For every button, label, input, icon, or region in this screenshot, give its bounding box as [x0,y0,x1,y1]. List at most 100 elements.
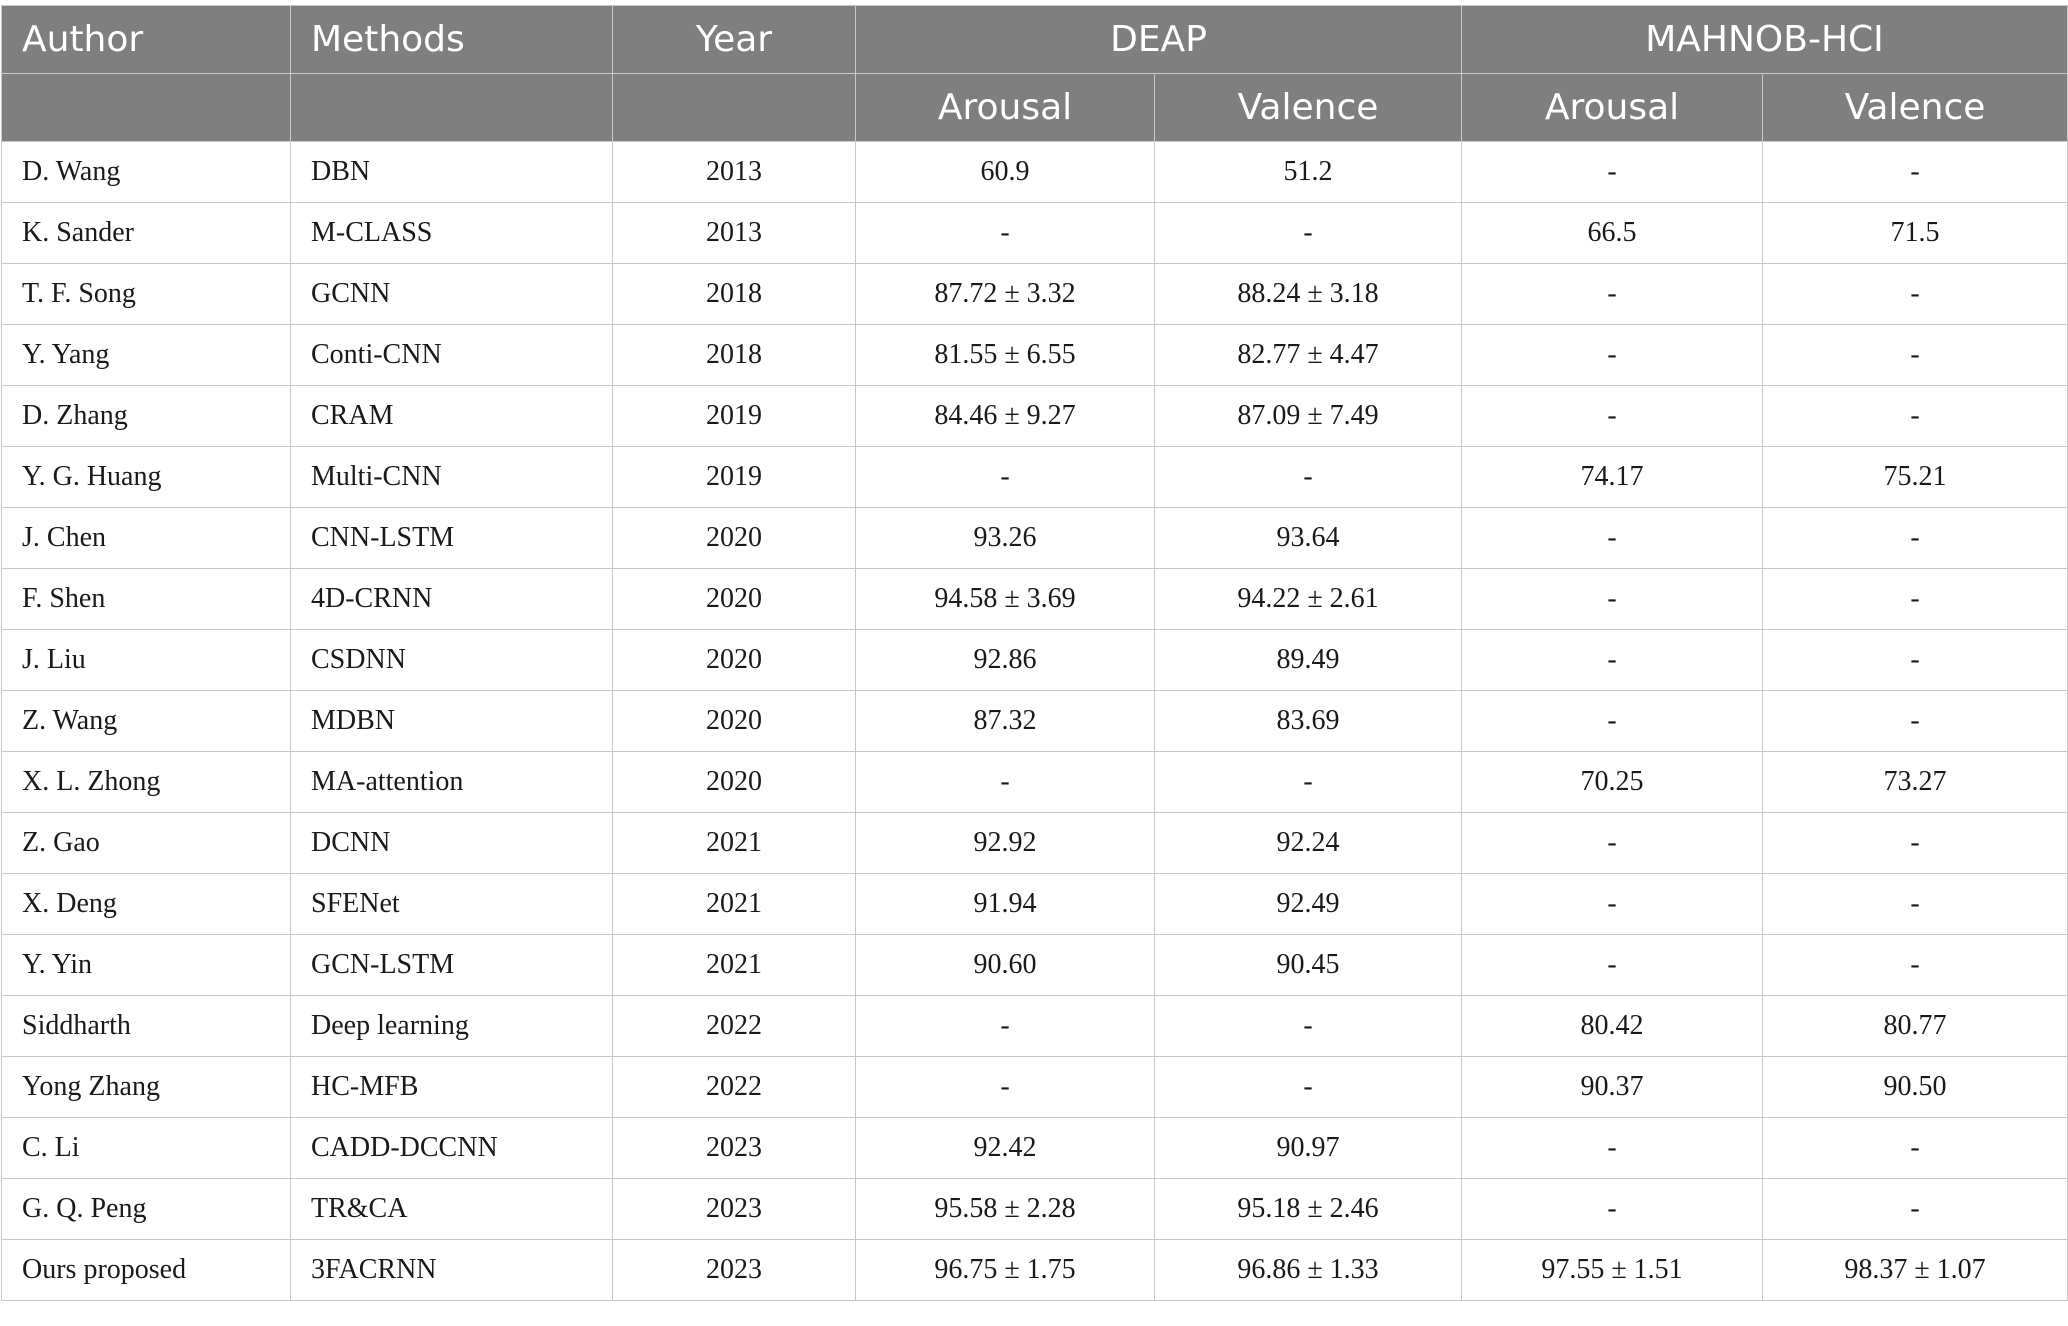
table-row: D. Zhang CRAM 2019 84.46 ± 9.27 87.09 ± 7.49… [1,385,2068,447]
cell-mahnob-valence: - [1761,263,2068,325]
table-row: X. L. Zhong MA-attention 2020- -70.25 73.27 [1,751,2068,813]
cell-method: CNN-LSTM [290,507,613,569]
cell-author: J. Liu [1,629,291,691]
cell-mahnob-valence: - [1761,934,2068,996]
cell-deap-arousal: - [855,995,1155,1057]
cell-year: 2020 [612,507,856,569]
cell-mahnob-valence: - [1761,385,2068,447]
table-row: Z. Gao DCNN 2021 92.92 92.24- - [1,812,2068,874]
table-row: Y. Yin GCN-LSTM 2021 90.60 90.45- - [1,934,2068,996]
cell-year: 2021 [612,873,856,935]
cell-author: Z. Gao [1,812,291,874]
cell-method: GCN-LSTM [290,934,613,996]
cell-mahnob-arousal: 80.42 [1461,995,1763,1057]
cell-deap-arousal: - [855,1056,1155,1118]
cell-author: Y. G. Huang [1,446,291,508]
header-methods: Methods [290,5,613,74]
cell-method: DCNN [290,812,613,874]
cell-deap-arousal: 96.75 ± 1.75 [855,1239,1155,1301]
cell-author: C. Li [1,1117,291,1179]
cell-mahnob-arousal: 70.25 [1461,751,1763,813]
cell-year: 2018 [612,324,856,386]
header-mahnob-arousal: Arousal [1461,73,1763,142]
cell-deap-arousal: 90.60 [855,934,1155,996]
cell-author: Siddharth [1,995,291,1057]
cell-mahnob-valence: 90.50 [1761,1056,2068,1118]
cell-author: T. F. Song [1,263,291,325]
cell-mahnob-valence: - [1761,1117,2068,1179]
cell-author: D. Zhang [1,385,291,447]
cell-deap-valence: 93.64 [1154,507,1462,569]
cell-mahnob-arousal: - [1461,690,1763,752]
cell-mahnob-valence: - [1761,690,2068,752]
table-row: J. Chen CNN-LSTM 2020 93.26 93.64- - [1,507,2068,569]
table-row: J. Liu CSDNN 2020 92.86 89.49- - [1,629,2068,691]
cell-deap-valence: 88.24 ± 3.18 [1154,263,1462,325]
cell-deap-valence: 92.49 [1154,873,1462,935]
header-author-empty [1,73,291,142]
cell-deap-arousal: 92.42 [855,1117,1155,1179]
table-row: F. Shen 4D-CRNN 2020 94.58 ± 3.69 94.22 ± 2.… [1,568,2068,630]
cell-method: MDBN [290,690,613,752]
cell-deap-arousal: 91.94 [855,873,1155,935]
cell-method: MA-attention [290,751,613,813]
cell-author: Yong Zhang [1,1056,291,1118]
header-author: Author [1,5,291,74]
table-row: Y. G. Huang Multi-CNN 2019- -74.17 75.21 [1,446,2068,508]
cell-author: K. Sander [1,202,291,264]
cell-deap-arousal: - [855,446,1155,508]
cell-year: 2023 [612,1239,856,1301]
table-row: Z. Wang MDBN 2020 87.32 83.69- - [1,690,2068,752]
cell-year: 2013 [612,202,856,264]
cell-deap-arousal: 81.55 ± 6.55 [855,324,1155,386]
cell-method: CADD-DCCNN [290,1117,613,1179]
cell-mahnob-valence: 75.21 [1761,446,2068,508]
cell-mahnob-arousal: - [1461,507,1763,569]
cell-author: F. Shen [1,568,291,630]
cell-mahnob-arousal: - [1461,629,1763,691]
cell-deap-valence: - [1154,751,1462,813]
cell-deap-valence: 90.97 [1154,1117,1462,1179]
cell-deap-valence: - [1154,446,1462,508]
cell-mahnob-valence: 98.37 ± 1.07 [1761,1239,2068,1301]
cell-deap-valence: 82.77 ± 4.47 [1154,324,1462,386]
cell-mahnob-valence: - [1761,507,2068,569]
header-row-sub: Arousal Valence Arousal Valence [1,73,2068,142]
cell-deap-arousal: 60.9 [855,141,1155,203]
cell-author: D. Wang [1,141,291,203]
cell-mahnob-arousal: - [1461,1178,1763,1240]
cell-year: 2022 [612,995,856,1057]
cell-method: CRAM [290,385,613,447]
cell-year: 2020 [612,568,856,630]
cell-year: 2023 [612,1117,856,1179]
cell-mahnob-arousal: - [1461,812,1763,874]
cell-deap-arousal: - [855,202,1155,264]
cell-mahnob-arousal: 74.17 [1461,446,1763,508]
cell-method: HC-MFB [290,1056,613,1118]
cell-mahnob-valence: - [1761,324,2068,386]
cell-deap-arousal: 94.58 ± 3.69 [855,568,1155,630]
cell-method: 3FACRNN [290,1239,613,1301]
cell-deap-arousal: 84.46 ± 9.27 [855,385,1155,447]
table-row: T. F. Song GCNN 2018 87.72 ± 3.32 88.24 ± 3.… [1,263,2068,325]
cell-deap-valence: 89.49 [1154,629,1462,691]
table-body: D. Wang DBN 2013 60.9 51.2- - K. Sander M-CLASS… [1,141,2068,1301]
cell-mahnob-arousal: - [1461,873,1763,935]
cell-deap-arousal: 92.86 [855,629,1155,691]
cell-deap-arousal: 92.92 [855,812,1155,874]
cell-mahnob-valence: - [1761,812,2068,874]
cell-mahnob-arousal: 90.37 [1461,1056,1763,1118]
cell-mahnob-arousal: - [1461,568,1763,630]
table-row: X. Deng SFENet 2021 91.94 92.49- - [1,873,2068,935]
cell-year: 2020 [612,690,856,752]
cell-mahnob-valence: 71.5 [1761,202,2068,264]
cell-deap-valence: 92.24 [1154,812,1462,874]
table-row: Yong Zhang HC-MFB 2022- -90.37 90.50 [1,1056,2068,1118]
cell-mahnob-arousal: 97.55 ± 1.51 [1461,1239,1763,1301]
cell-deap-valence: - [1154,1056,1462,1118]
cell-mahnob-valence: - [1761,568,2068,630]
table-row: Siddharth Deep learning 2022- -80.42 80.77 [1,995,2068,1057]
cell-mahnob-valence: - [1761,141,2068,203]
cell-mahnob-valence: - [1761,629,2068,691]
cell-deap-valence: - [1154,202,1462,264]
